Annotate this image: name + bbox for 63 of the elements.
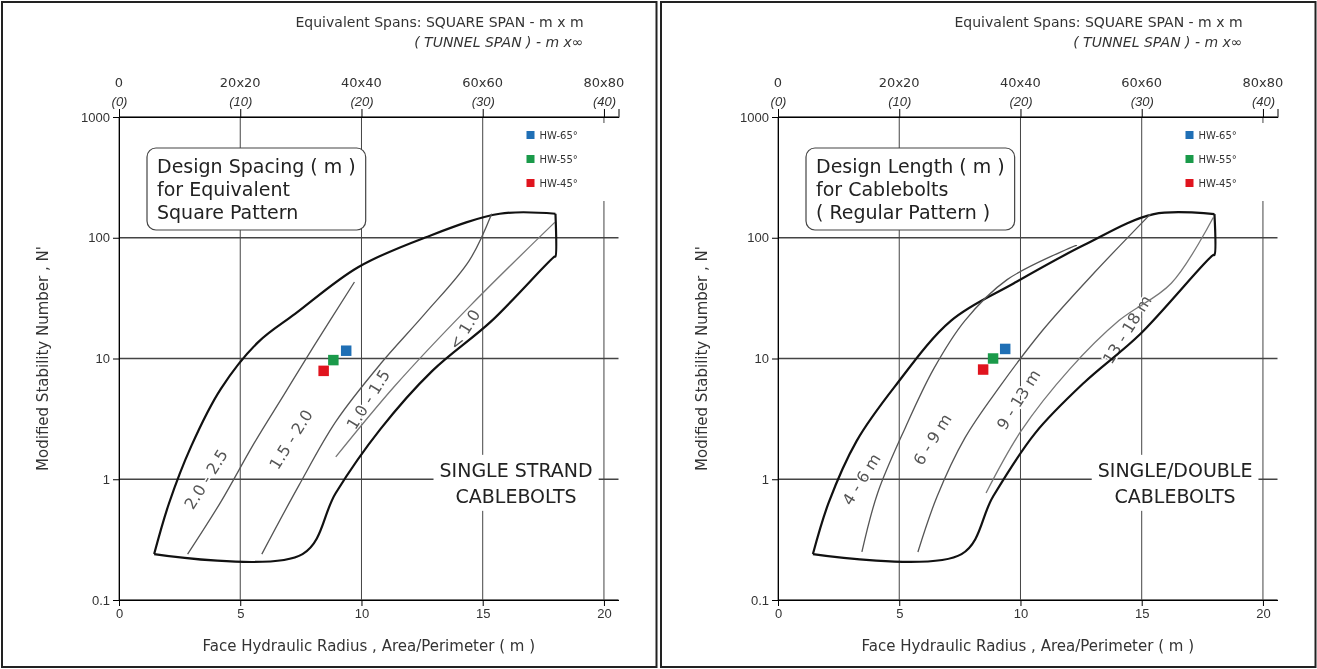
- legend-label: HW-55°: [1198, 154, 1237, 165]
- text: 60x60: [462, 75, 504, 90]
- text: 80x80: [1242, 75, 1283, 90]
- annotation: SINGLE/DOUBLE CABLEBOLTS: [1097, 458, 1252, 507]
- x-tick-label: 0: [774, 606, 782, 622]
- x2-tick-label: (20): [350, 94, 374, 109]
- y-tick-label: 0.1: [91, 592, 110, 608]
- y-tick-label: 1000: [81, 109, 110, 125]
- y-axis-title: Modified Stability Number , N': [692, 246, 711, 471]
- annotation: 2.0 - 2.5: [180, 445, 232, 513]
- text: 20x20: [219, 75, 261, 90]
- x2-tick-label: (30): [471, 94, 495, 109]
- annotation: 9 - 13 m: [992, 366, 1044, 434]
- x2-tick-label: (0): [111, 94, 128, 109]
- text: 20x20: [878, 75, 920, 90]
- annotation: 1.5 - 2.0: [265, 406, 317, 473]
- x2-tick-label: (10): [887, 94, 911, 109]
- y-tick-label: 10: [95, 351, 110, 367]
- y-tick-label: 100: [88, 230, 110, 246]
- annotation: Design Length ( m ) for Cablebolts ( Regular Pattern ): [815, 155, 1005, 223]
- legend-label: HW-55°: [539, 154, 578, 165]
- legend-label: HW-65°: [539, 130, 578, 141]
- x2-tick-label: (10): [229, 94, 253, 109]
- x-tick-label: 15: [1134, 606, 1149, 622]
- legend-label: HW-65°: [1198, 130, 1237, 141]
- x2-tick-label: (40): [592, 94, 617, 109]
- annotation: 4 - 6 m: [837, 450, 885, 509]
- x2-tick-label: (0): [770, 94, 786, 109]
- x-axis-title: Face Hydraulic Radius , Area/Perimeter ( m ): [860, 637, 1194, 655]
- x-tick-label: 20: [597, 606, 612, 622]
- x-tick-label: 5: [237, 606, 245, 622]
- y-tick-label: 100: [746, 230, 769, 246]
- y-axis-title: Modified Stability Number , N': [34, 246, 52, 471]
- y-tick-label: 1: [102, 471, 110, 487]
- x-tick-label: 10: [354, 606, 370, 622]
- text: 40x40: [341, 75, 382, 90]
- y-tick-label: 1: [761, 471, 769, 487]
- x2-tick-label: (20): [1008, 94, 1033, 109]
- x-axis-title: Face Hydraulic Radius , Area/Perimeter ( m ): [202, 637, 536, 655]
- legend-label: HW-45°: [539, 178, 578, 189]
- text: 80x80: [583, 75, 625, 90]
- legend-label: HW-45°: [1198, 178, 1237, 189]
- text: 0: [114, 75, 124, 90]
- x-tick-label: 5: [895, 606, 903, 622]
- annotation: SINGLE STRAND CABLEBOLTS: [439, 458, 593, 507]
- annotation: Design Spacing ( m ) for Equivalent Square Pattern: [157, 155, 356, 223]
- x-tick-label: 15: [475, 606, 491, 622]
- x-tick-label: 0: [115, 606, 124, 622]
- x2-axis-title: Equivalent Spans: SQUARE SPAN - m x m ( TUNNEL SPAN ) - m x∞: [295, 14, 584, 50]
- x2-axis-title: Equivalent Spans: SQUARE SPAN - m x m ( TUNNEL SPAN ) - m x∞: [954, 14, 1243, 50]
- text: 0: [773, 75, 782, 90]
- annotation: < 1.0: [445, 305, 485, 354]
- text: 40x40: [999, 75, 1041, 90]
- y-tick-label: 0.1: [750, 592, 769, 608]
- annotation: 6 - 9 m: [908, 410, 956, 469]
- y-tick-label: 10: [754, 351, 769, 367]
- x-tick-label: 20: [1255, 606, 1271, 622]
- x-tick-label: 10: [1013, 606, 1028, 622]
- text: 60x60: [1120, 75, 1162, 90]
- x2-tick-label: (30): [1130, 94, 1154, 109]
- annotation: 1.0 - 1.5: [342, 366, 395, 433]
- y-tick-label: 1000: [739, 109, 769, 125]
- x2-tick-label: (40): [1251, 94, 1275, 109]
